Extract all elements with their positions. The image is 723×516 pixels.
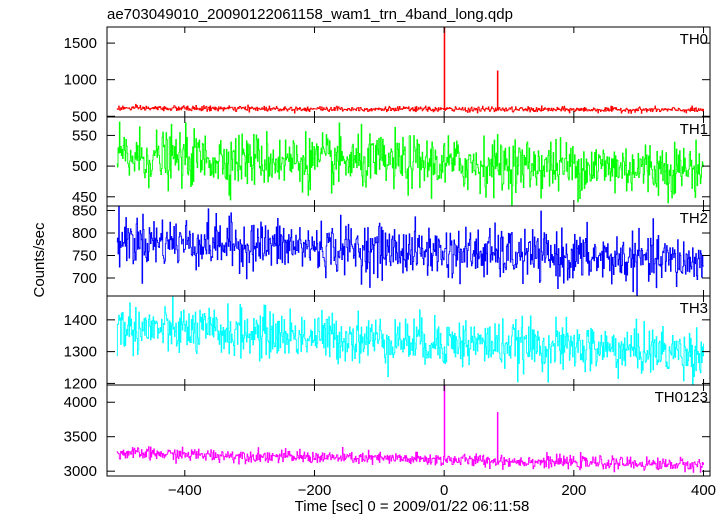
y-tick-label: 1500: [64, 35, 97, 52]
chart-title: ae703049010_20090122061158_wam1_trn_4ban…: [107, 6, 513, 23]
x-axis: −400 −200 0 200 400: [168, 482, 716, 499]
panel-frame: [106, 384, 711, 477]
panel-th2: 700 750 800 850 TH2: [72, 203, 711, 297]
panel-frame: [106, 26, 711, 118]
panel-th3: 1200 1300 1400 TH3: [64, 295, 711, 392]
y-tick-label: 500: [72, 108, 97, 125]
y-tick-label: 4000: [64, 394, 97, 411]
series-line-th2: [116, 206, 704, 296]
series-line-th0: [116, 27, 704, 114]
panel-th0123: 3000 3500 4000 TH0123: [64, 384, 711, 480]
series-line-th0123: [116, 385, 704, 473]
panel-th1: 450 500 550 TH1: [72, 116, 711, 207]
panel-label-th0: TH0: [680, 31, 708, 48]
y-tick-label: 1400: [64, 312, 97, 329]
x-tick-label: −200: [298, 482, 332, 499]
y-tick-label: 500: [72, 158, 97, 175]
y-tick-label: 1000: [64, 72, 97, 89]
x-tick-label: 200: [561, 482, 586, 499]
y-tick-label: 1300: [64, 344, 97, 361]
panel-label-th1: TH1: [680, 121, 708, 138]
panels: 500 1000 1500 TH0 450 500 550 TH1 700 750 800 850 TH…: [64, 26, 711, 480]
y-tick-label: 700: [72, 270, 97, 287]
y-tick-label: 750: [72, 248, 97, 265]
series-line-th3: [116, 296, 704, 385]
panel-label-th0123: TH0123: [655, 389, 708, 406]
series-line-th1: [116, 121, 704, 206]
y-tick-label: 3500: [64, 429, 97, 446]
y-tick-label: 550: [72, 127, 97, 144]
x-tick-label: 0: [440, 482, 448, 499]
y-axis-label: Counts/sec: [31, 222, 48, 298]
y-tick-label: 1200: [64, 375, 97, 392]
panel-label-th3: TH3: [680, 300, 708, 317]
x-tick-label: 400: [691, 482, 716, 499]
y-tick-label: 3000: [64, 463, 97, 480]
x-axis-label: Time [sec] 0 = 2009/01/22 06:11:58: [295, 498, 530, 515]
x-tick-label: −400: [168, 482, 202, 499]
panel-th0: 500 1000 1500 TH0: [64, 26, 711, 125]
panel-label-th2: TH2: [680, 210, 708, 227]
y-tick-label: 850: [72, 203, 97, 220]
y-tick-label: 450: [72, 189, 97, 206]
y-tick-label: 800: [72, 225, 97, 242]
